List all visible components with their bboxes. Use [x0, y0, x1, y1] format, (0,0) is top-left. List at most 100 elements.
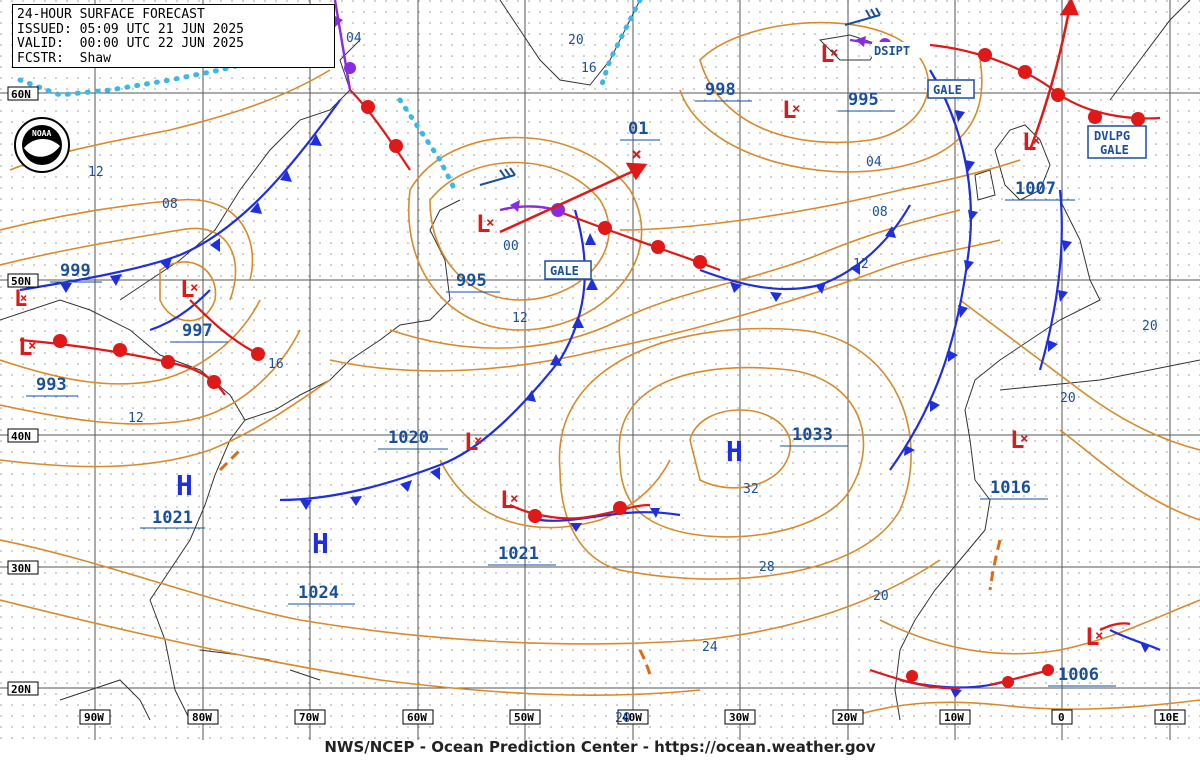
africa-coast — [894, 479, 991, 721]
hudson-labrador-coast — [119, 39, 361, 301]
latitude-labels: 60N 50N 40N 30N 20N — [7, 86, 39, 696]
svg-text:H: H — [312, 527, 329, 560]
forecast-low-position: 01 × — [620, 119, 660, 165]
dotted-background — [0, 0, 1200, 740]
warning-boxes: GALE GALE DSIPT DVLPG GALE — [544, 42, 1147, 280]
longitude-labels: 90W 80W 70W 60W 50W 40W 30W 20W 10W 0 10… — [79, 709, 1186, 725]
pressure-centers: H 1021 H 1024 H 1033 L × 999 L × 997 L — [14, 40, 1116, 687]
wind-barbs — [479, 7, 881, 186]
svg-text:L: L — [18, 333, 32, 361]
low-pressure-center: L × 999 — [14, 261, 102, 312]
pressure-value: 1020 — [388, 428, 429, 448]
pressure-value: 997 — [182, 321, 213, 341]
low-pressure-center: L × 998 — [695, 80, 800, 124]
lon-label-10e: 10E — [1159, 711, 1179, 724]
lat-label-30n: 30N — [11, 562, 31, 575]
graticule — [0, 0, 1200, 740]
north-america-coast — [0, 299, 246, 721]
svg-text:×: × — [1020, 431, 1028, 447]
lon-label-70w: 70W — [299, 711, 319, 724]
low-pressure-center: L × 995 — [446, 210, 500, 293]
svg-text:L: L — [820, 40, 834, 68]
lat-label-40n: 40N — [11, 430, 31, 443]
pressure-value: 1007 — [1015, 179, 1056, 199]
pressure-value: 01 — [628, 119, 648, 139]
storm-tracks — [499, 0, 1079, 234]
isobar-label: 00 — [503, 239, 519, 254]
surface-forecast-map: 60N 50N 40N 30N 20N 90W 80W 70W 60W 50W … — [0, 0, 1200, 740]
forecaster: FCSTR: Shaw — [17, 50, 111, 66]
pressure-value: 998 — [705, 80, 736, 100]
footer-credit: NWS/NCEP - Ocean Prediction Center - htt… — [324, 738, 876, 756]
svg-text:×: × — [20, 291, 27, 305]
svg-text:L: L — [1085, 623, 1099, 651]
svg-text:L: L — [500, 486, 514, 514]
pressure-value: 1016 — [990, 478, 1031, 498]
ice-edge — [17, 0, 643, 193]
isobar-label: 16 — [268, 357, 284, 372]
scandinavia-coast — [1109, 0, 1191, 101]
high-pressure-center: H 1033 — [726, 425, 848, 468]
isobar-label: 20 — [1142, 319, 1158, 334]
noaa-logo: NOAA — [14, 117, 70, 173]
isobar-label: 20 — [873, 589, 889, 604]
svg-text:×: × — [474, 433, 482, 449]
pressure-value: 1033 — [792, 425, 833, 445]
low-pressure-center: L × 997 — [170, 275, 228, 343]
warning-label: DSIPT — [874, 44, 910, 58]
pressure-value: 1021 — [152, 508, 193, 528]
low-pressure-center: L × 1016 — [980, 426, 1048, 500]
isobar-label: 12 — [128, 411, 144, 426]
svg-text:H: H — [726, 435, 743, 468]
pressure-value: 995 — [456, 271, 487, 291]
lon-label-0: 0 — [1058, 711, 1065, 724]
svg-text:×: × — [1032, 133, 1040, 149]
warm-front-bumps — [53, 48, 1145, 688]
isobar-label: 08 — [872, 205, 888, 220]
canada-east-coast — [244, 199, 461, 421]
lon-label-40w: 40W — [622, 711, 642, 724]
isobar-label: 20 — [615, 711, 631, 726]
isobar-label: 20 — [568, 33, 584, 48]
svg-text:L: L — [464, 428, 478, 456]
high-pressure-center: H 1021 — [140, 469, 205, 529]
pressure-value: 995 — [848, 90, 879, 110]
forecast-header: 24-HOUR SURFACE FORECAST ISSUED: 05:09 U… — [12, 4, 335, 68]
svg-text:×: × — [486, 215, 494, 231]
low-pressure-center: L × 993 — [18, 333, 78, 397]
low-pressure-center: L × 1021 — [488, 486, 556, 566]
pressure-value: 1006 — [1058, 665, 1099, 685]
lon-label-60w: 60W — [407, 711, 427, 724]
isobar-label: 12 — [512, 311, 528, 326]
pressure-value: 1024 — [298, 583, 339, 603]
gale-warning: GALE — [544, 260, 592, 280]
svg-text:L: L — [476, 210, 490, 238]
isobar-label: 16 — [581, 61, 597, 76]
lon-label-50w: 50W — [514, 711, 534, 724]
svg-text:×: × — [631, 144, 642, 165]
cold-front-teeth — [60, 110, 1150, 698]
warning-label: GALE — [1100, 143, 1129, 157]
pressure-value: 1021 — [498, 544, 539, 564]
gale-warning: GALE — [927, 79, 975, 99]
svg-text:H: H — [176, 469, 193, 502]
pressure-value: 999 — [60, 261, 91, 281]
svg-text:×: × — [510, 491, 518, 507]
low-pressure-center: L × 1007 — [1005, 128, 1075, 201]
warning-label: GALE — [933, 83, 962, 97]
svg-text:L: L — [782, 96, 796, 124]
high-pressure-center: H 1024 — [288, 527, 355, 605]
svg-text:×: × — [190, 280, 198, 296]
isobar-label: 28 — [759, 560, 775, 575]
isobar-label: 24 — [702, 640, 718, 655]
low-pressure-center: L × 1020 — [378, 428, 482, 456]
troughs — [218, 448, 1002, 676]
lat-label-50n: 50N — [11, 275, 31, 288]
pressure-value: 993 — [36, 375, 67, 395]
developing-gale-warning: DVLPG GALE — [1087, 125, 1147, 159]
isobar-labels: 04 12 08 16 12 00 12 20 16 04 08 12 20 2… — [88, 31, 1158, 726]
valid-time: VALID: 00:00 UTC 22 JUN 2025 — [17, 36, 244, 51]
svg-text:×: × — [792, 101, 800, 117]
warning-label: DVLPG — [1094, 129, 1130, 143]
svg-text:×: × — [28, 338, 36, 354]
